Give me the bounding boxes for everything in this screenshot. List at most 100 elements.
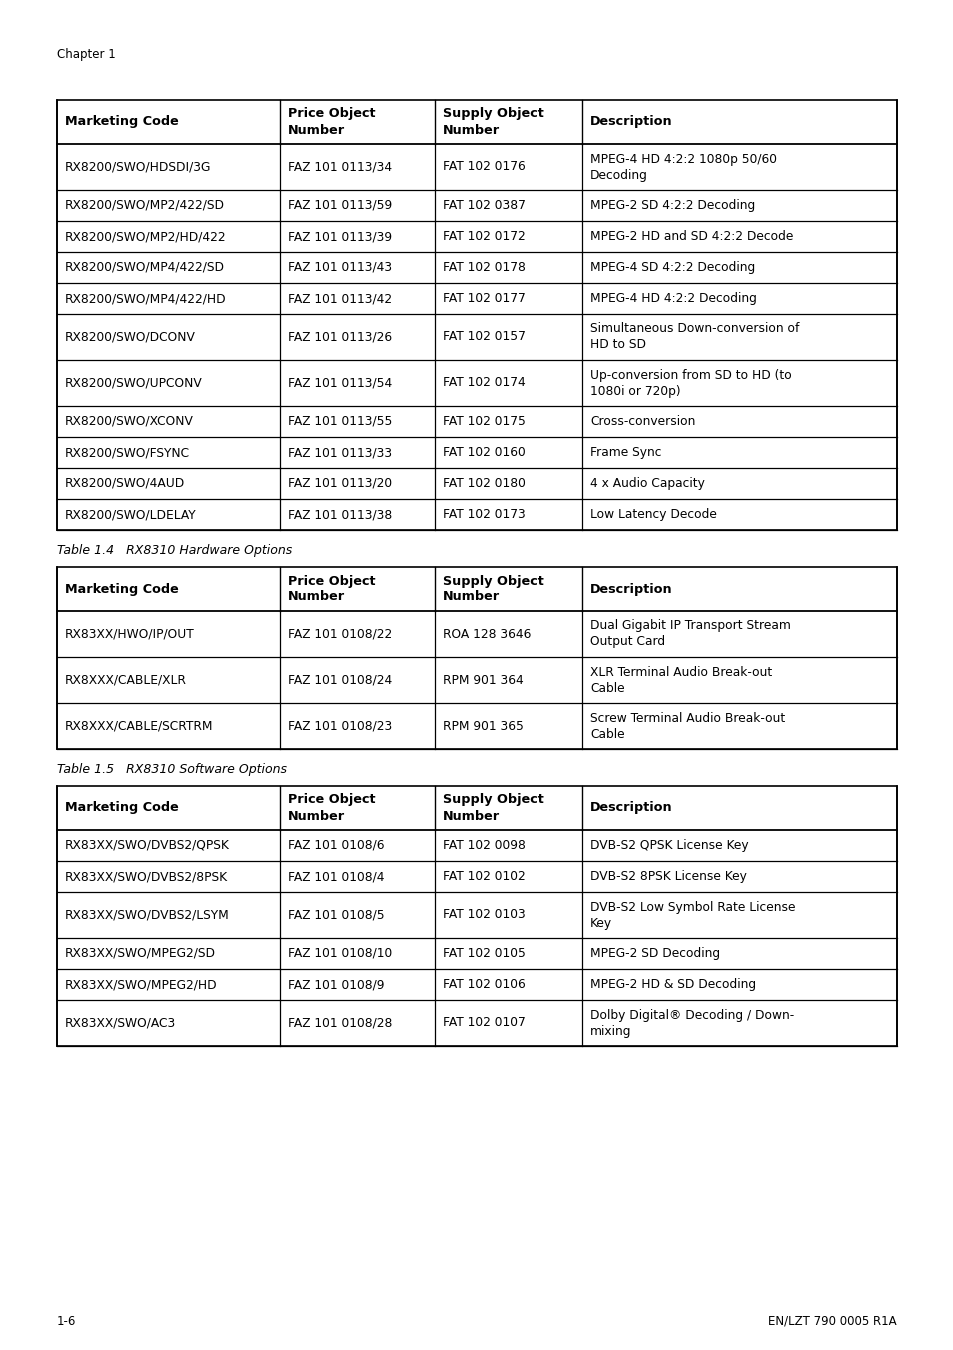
Text: FAZ 101 0108/24: FAZ 101 0108/24 (287, 674, 392, 687)
Bar (57, 786, 896, 1046)
Text: RX8200/SWO/UPCONV: RX8200/SWO/UPCONV (65, 377, 203, 390)
Text: Description: Description (589, 116, 672, 128)
Text: FAZ 101 0113/42: FAZ 101 0113/42 (287, 292, 392, 305)
Text: Up-conversion from SD to HD (to
1080i or 720p): Up-conversion from SD to HD (to 1080i or… (589, 369, 791, 397)
Text: Chapter 1: Chapter 1 (57, 49, 115, 61)
Text: Marketing Code: Marketing Code (65, 802, 178, 814)
Text: RX8200/SWO/MP4/422/SD: RX8200/SWO/MP4/422/SD (65, 261, 225, 274)
Text: MPEG-4 SD 4:2:2 Decoding: MPEG-4 SD 4:2:2 Decoding (589, 261, 755, 274)
Text: RX8200/SWO/LDELAY: RX8200/SWO/LDELAY (65, 508, 196, 521)
Text: FAT 102 0098: FAT 102 0098 (442, 838, 525, 852)
Text: FAZ 101 0108/4: FAZ 101 0108/4 (287, 869, 384, 883)
Text: Price Object
Number: Price Object Number (287, 108, 375, 136)
Text: RX8200/SWO/XCONV: RX8200/SWO/XCONV (65, 414, 193, 428)
Text: FAZ 101 0108/9: FAZ 101 0108/9 (287, 977, 384, 991)
Text: MPEG-2 HD & SD Decoding: MPEG-2 HD & SD Decoding (589, 977, 756, 991)
Text: FAT 102 0173: FAT 102 0173 (442, 508, 525, 521)
Text: FAT 102 0176: FAT 102 0176 (442, 161, 525, 174)
Text: FAT 102 0172: FAT 102 0172 (442, 230, 525, 243)
Text: 1-6: 1-6 (57, 1315, 76, 1328)
Text: FAZ 101 0113/26: FAZ 101 0113/26 (287, 331, 392, 343)
Text: DVB-S2 8PSK License Key: DVB-S2 8PSK License Key (589, 869, 746, 883)
Bar (57, 567, 896, 749)
Text: 4 x Audio Capacity: 4 x Audio Capacity (589, 477, 704, 490)
Text: FAZ 101 0113/54: FAZ 101 0113/54 (287, 377, 392, 390)
Text: Description: Description (589, 582, 672, 595)
Text: MPEG-2 SD Decoding: MPEG-2 SD Decoding (589, 946, 720, 960)
Text: FAZ 101 0113/39: FAZ 101 0113/39 (287, 230, 392, 243)
Text: FAZ 101 0108/10: FAZ 101 0108/10 (287, 946, 392, 960)
Text: FAZ 101 0108/22: FAZ 101 0108/22 (287, 628, 392, 640)
Text: Simultaneous Down-conversion of
HD to SD: Simultaneous Down-conversion of HD to SD (589, 323, 799, 351)
Text: Price Object
Number: Price Object Number (287, 794, 375, 822)
Text: RX8XXX/CABLE/SCRTRM: RX8XXX/CABLE/SCRTRM (65, 720, 213, 733)
Text: FAT 102 0177: FAT 102 0177 (442, 292, 525, 305)
Text: RX83XX/HWO/IP/OUT: RX83XX/HWO/IP/OUT (65, 628, 194, 640)
Text: FAT 102 0157: FAT 102 0157 (442, 331, 525, 343)
Text: DVB-S2 QPSK License Key: DVB-S2 QPSK License Key (589, 838, 748, 852)
Text: FAT 102 0102: FAT 102 0102 (442, 869, 525, 883)
Text: Dolby Digital® Decoding / Down-
mixing: Dolby Digital® Decoding / Down- mixing (589, 1008, 794, 1038)
Text: EN/LZT 790 0005 R1A: EN/LZT 790 0005 R1A (767, 1315, 896, 1328)
Text: MPEG-4 HD 4:2:2 Decoding: MPEG-4 HD 4:2:2 Decoding (589, 292, 756, 305)
Text: FAT 102 0107: FAT 102 0107 (442, 1017, 525, 1030)
Text: FAT 102 0387: FAT 102 0387 (442, 198, 525, 212)
Text: Marketing Code: Marketing Code (65, 582, 178, 595)
Text: Table 1.4   RX8310 Hardware Options: Table 1.4 RX8310 Hardware Options (57, 544, 292, 558)
Text: FAZ 101 0108/5: FAZ 101 0108/5 (287, 909, 384, 922)
Text: FAZ 101 0113/59: FAZ 101 0113/59 (287, 198, 392, 212)
Text: RPM 901 365: RPM 901 365 (442, 720, 523, 733)
Text: RX8200/SWO/DCONV: RX8200/SWO/DCONV (65, 331, 195, 343)
Text: Dual Gigabit IP Transport Stream
Output Card: Dual Gigabit IP Transport Stream Output … (589, 620, 790, 648)
Text: Price Object
Number: Price Object Number (287, 575, 375, 603)
Text: FAZ 101 0113/38: FAZ 101 0113/38 (287, 508, 392, 521)
Text: RX8200/SWO/MP2/422/SD: RX8200/SWO/MP2/422/SD (65, 198, 225, 212)
Text: Description: Description (589, 802, 672, 814)
Text: DVB-S2 Low Symbol Rate License
Key: DVB-S2 Low Symbol Rate License Key (589, 900, 795, 930)
Text: RX8200/SWO/HDSDI/3G: RX8200/SWO/HDSDI/3G (65, 161, 212, 174)
Text: Frame Sync: Frame Sync (589, 446, 660, 459)
Text: RX83XX/SWO/DVBS2/8PSK: RX83XX/SWO/DVBS2/8PSK (65, 869, 228, 883)
Text: FAT 102 0103: FAT 102 0103 (442, 909, 525, 922)
Text: FAZ 101 0113/43: FAZ 101 0113/43 (287, 261, 392, 274)
Text: Supply Object
Number: Supply Object Number (442, 575, 543, 603)
Text: FAZ 101 0108/6: FAZ 101 0108/6 (287, 838, 384, 852)
Text: RX83XX/SWO/MPEG2/HD: RX83XX/SWO/MPEG2/HD (65, 977, 217, 991)
Text: Low Latency Decode: Low Latency Decode (589, 508, 716, 521)
Text: FAZ 101 0113/33: FAZ 101 0113/33 (287, 446, 392, 459)
Text: FAZ 101 0113/34: FAZ 101 0113/34 (287, 161, 392, 174)
Text: MPEG-2 SD 4:2:2 Decoding: MPEG-2 SD 4:2:2 Decoding (589, 198, 755, 212)
Text: RX83XX/SWO/AC3: RX83XX/SWO/AC3 (65, 1017, 176, 1030)
Text: MPEG-4 HD 4:2:2 1080p 50/60
Decoding: MPEG-4 HD 4:2:2 1080p 50/60 Decoding (589, 153, 776, 181)
Text: RX83XX/SWO/DVBS2/LSYM: RX83XX/SWO/DVBS2/LSYM (65, 909, 230, 922)
Text: FAT 102 0105: FAT 102 0105 (442, 946, 525, 960)
Text: Supply Object
Number: Supply Object Number (442, 794, 543, 822)
Text: RX8200/SWO/MP4/422/HD: RX8200/SWO/MP4/422/HD (65, 292, 227, 305)
Text: ROA 128 3646: ROA 128 3646 (442, 628, 531, 640)
Text: FAZ 101 0108/28: FAZ 101 0108/28 (287, 1017, 392, 1030)
Text: Screw Terminal Audio Break-out
Cable: Screw Terminal Audio Break-out Cable (589, 711, 784, 741)
Text: FAZ 101 0108/23: FAZ 101 0108/23 (287, 720, 392, 733)
Text: FAT 102 0106: FAT 102 0106 (442, 977, 525, 991)
Text: RX8XXX/CABLE/XLR: RX8XXX/CABLE/XLR (65, 674, 187, 687)
Bar (57, 100, 896, 531)
Text: XLR Terminal Audio Break-out
Cable: XLR Terminal Audio Break-out Cable (589, 666, 771, 694)
Text: RX8200/SWO/MP2/HD/422: RX8200/SWO/MP2/HD/422 (65, 230, 227, 243)
Text: Table 1.5   RX8310 Software Options: Table 1.5 RX8310 Software Options (57, 763, 287, 776)
Text: FAT 102 0175: FAT 102 0175 (442, 414, 525, 428)
Text: Marketing Code: Marketing Code (65, 116, 178, 128)
Text: RX8200/SWO/4AUD: RX8200/SWO/4AUD (65, 477, 185, 490)
Text: FAT 102 0178: FAT 102 0178 (442, 261, 525, 274)
Text: RX83XX/SWO/MPEG2/SD: RX83XX/SWO/MPEG2/SD (65, 946, 215, 960)
Text: Cross-conversion: Cross-conversion (589, 414, 695, 428)
Text: RX83XX/SWO/DVBS2/QPSK: RX83XX/SWO/DVBS2/QPSK (65, 838, 230, 852)
Text: FAT 102 0180: FAT 102 0180 (442, 477, 525, 490)
Text: FAT 102 0174: FAT 102 0174 (442, 377, 525, 390)
Text: FAZ 101 0113/55: FAZ 101 0113/55 (287, 414, 392, 428)
Text: RPM 901 364: RPM 901 364 (442, 674, 523, 687)
Text: Supply Object
Number: Supply Object Number (442, 108, 543, 136)
Text: FAT 102 0160: FAT 102 0160 (442, 446, 525, 459)
Text: FAZ 101 0113/20: FAZ 101 0113/20 (287, 477, 392, 490)
Text: RX8200/SWO/FSYNC: RX8200/SWO/FSYNC (65, 446, 190, 459)
Text: MPEG-2 HD and SD 4:2:2 Decode: MPEG-2 HD and SD 4:2:2 Decode (589, 230, 793, 243)
